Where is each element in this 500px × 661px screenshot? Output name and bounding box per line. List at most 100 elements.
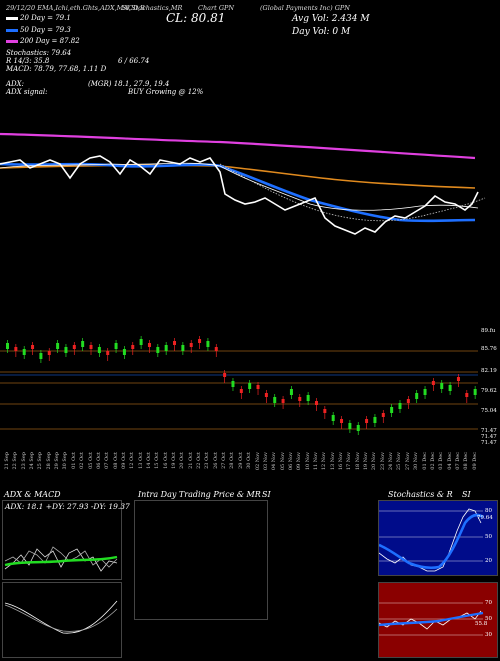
candle-down [131,345,135,349]
date-label: 30 Oct [246,452,253,469]
macd-value: MACD: 78.79, 77.68, 1.11 D [6,65,107,73]
date-label: 01 Oct [70,452,77,469]
intraday-si-label: SI [262,490,271,499]
date-label: 04 Dec [446,452,453,470]
date-label: 28 Oct [229,452,236,469]
date-label: 23 Nov [379,452,386,471]
date-label: 22 Oct [196,452,203,469]
candle-up [6,343,9,349]
date-label: 22 Sep [12,452,19,470]
adx-label: ADX: [6,80,25,88]
candle-down [72,345,76,349]
candle-down [314,401,318,405]
price-label-2: 82.19 [481,368,497,374]
stochastics-value: Stochastics: 79.64 [6,49,72,57]
candle-down [381,413,385,417]
candle-up [206,341,210,347]
rsi-chart [378,602,484,636]
candle-down [456,377,460,381]
date-label: 30 Sep [62,452,69,470]
date-label: 16 Oct [162,452,169,469]
candle-up [373,417,377,423]
date-label: 27 Oct [221,452,228,469]
candle-down [223,373,227,377]
date-label: 21 Sep [4,452,10,470]
candle-up [448,385,452,391]
candle-up [356,425,360,431]
macd-signal-line [4,604,118,632]
rsi-level-70: 70 [485,600,492,606]
stoch-si-label: SI [462,490,471,499]
candle-down [298,397,302,401]
candle-up [231,381,235,387]
candle-up [97,347,101,353]
orange-ema-line [0,164,476,189]
date-label: 24 Nov [388,452,395,471]
adx-signal-label: ADX signal: [6,88,48,96]
date-label: 09 Nov [296,452,303,471]
candle-down [31,345,35,349]
candle-up [56,343,60,349]
date-label: 14 Oct [145,452,152,469]
candle-up [348,423,352,429]
r-line: R 14/3: 35.8 [6,57,50,65]
candle-up [415,393,419,399]
candle-down [147,343,151,347]
date-label: 26 Oct [212,452,219,469]
candle-down [281,399,285,403]
macd-line [4,600,118,634]
date-label: 20 Oct [179,452,186,469]
date-label: 30 Nov [413,452,420,471]
candle-up [423,389,427,395]
candle-up [39,353,43,359]
adx-chart [4,546,118,572]
intraday-panel-title: Intra Day Trading Price & MR [138,490,261,499]
date-label: 06 Nov [287,452,294,471]
candle-up [64,347,68,353]
date-label: 27 Nov [404,452,411,471]
date-label: 03 Dec [438,452,445,470]
date-label: 17 Nov [346,452,353,471]
close-price: CL: 80.81 [166,11,226,25]
date-label: 10 Nov [304,452,311,471]
ema50-legend: 50 Day = 79.3 [6,26,71,34]
candle-up [22,349,26,355]
price-label-4: 75.04 [481,408,497,414]
adx-signal-value: BUY Growing @ 12% [128,88,204,96]
candle-down [189,343,193,347]
date-label: 29 Sep [54,452,61,470]
rsi-level-30: 30 [485,632,492,638]
stoch-value-label: 79.64 [477,515,493,521]
ema20-legend: 20 Day = 79.1 [6,14,71,22]
stochastics-panel: 80 50 20 79.64 [378,500,498,576]
candle-up [440,383,444,389]
ema50-swatch [6,28,18,32]
date-label: 08 Dec [463,452,470,470]
candle-down [264,393,268,397]
intraday-panel [134,500,268,620]
r-values: 6 / 66.74 [118,57,150,65]
date-label: 12 Nov [321,452,328,471]
candle-up [114,343,118,349]
candle-up [331,415,335,421]
stoch-d-line [378,513,484,570]
candle-up [273,397,277,403]
date-label: 07 Dec [454,452,461,470]
candle-down [323,409,327,413]
candle-up [164,345,168,351]
stoch-panel-title: Stochastics & R [388,490,453,499]
ema200-swatch [6,39,18,43]
candle-up [122,349,126,355]
date-label: 02 Oct [79,452,86,469]
candle-down [365,419,369,423]
date-label: 23 Sep [20,452,27,470]
candle-up [473,389,477,395]
candles [6,336,477,435]
date-label: 02 Nov [254,452,261,471]
candle-down [465,393,469,397]
dotted-line [219,163,486,222]
date-label: 03 Nov [262,452,269,471]
candle-up [139,339,143,345]
date-label: 19 Oct [171,452,178,469]
date-label: 02 Dec [429,452,436,470]
